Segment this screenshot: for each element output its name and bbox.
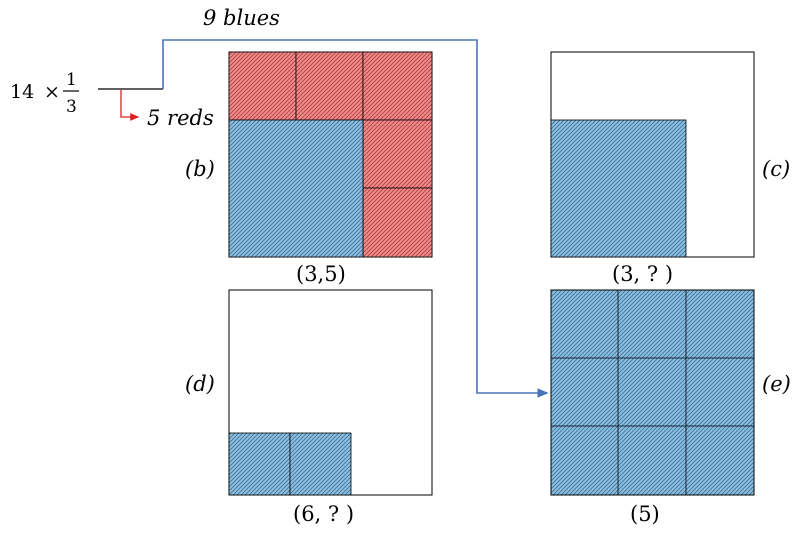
red-square (362, 187, 433, 258)
expression-times: × (44, 81, 60, 103)
reds-label: 5 reds (147, 106, 214, 130)
red-square (295, 51, 364, 121)
panel-b: (b) (3,5) (185, 51, 433, 286)
fraction-expression: 14 × 1 3 (10, 70, 79, 117)
expression-whole: 14 (10, 81, 34, 103)
blue-block (550, 119, 687, 258)
panel-c: (c) (3, ? ) (550, 51, 790, 286)
red-square (228, 51, 297, 121)
red-square (362, 119, 433, 189)
blue-square (289, 432, 352, 496)
panel-e-tag: (e) (762, 372, 791, 396)
panel-c-caption: (3, ? ) (612, 262, 673, 286)
blue-arrow (162, 39, 549, 398)
red-square (362, 51, 433, 121)
blues-label: 9 blues (203, 6, 280, 30)
blue-block (228, 119, 364, 258)
panel-c-tag: (c) (762, 157, 790, 181)
blue-square (228, 432, 291, 496)
fraction-numerator: 1 (66, 70, 77, 90)
panel-d: (d) (6, ? ) (185, 289, 433, 526)
panel-d-caption: (6, ? ) (293, 502, 354, 526)
panel-b-caption: (3,5) (296, 262, 346, 286)
panel-e-caption: (5) (630, 502, 660, 526)
panel-b-tag: (b) (185, 157, 215, 181)
fraction-denominator: 3 (66, 97, 77, 117)
red-arrow (120, 90, 140, 121)
panel-e: (e) (5) (550, 289, 791, 526)
panel-e-frame (550, 289, 755, 496)
panel-d-tag: (d) (185, 372, 215, 396)
